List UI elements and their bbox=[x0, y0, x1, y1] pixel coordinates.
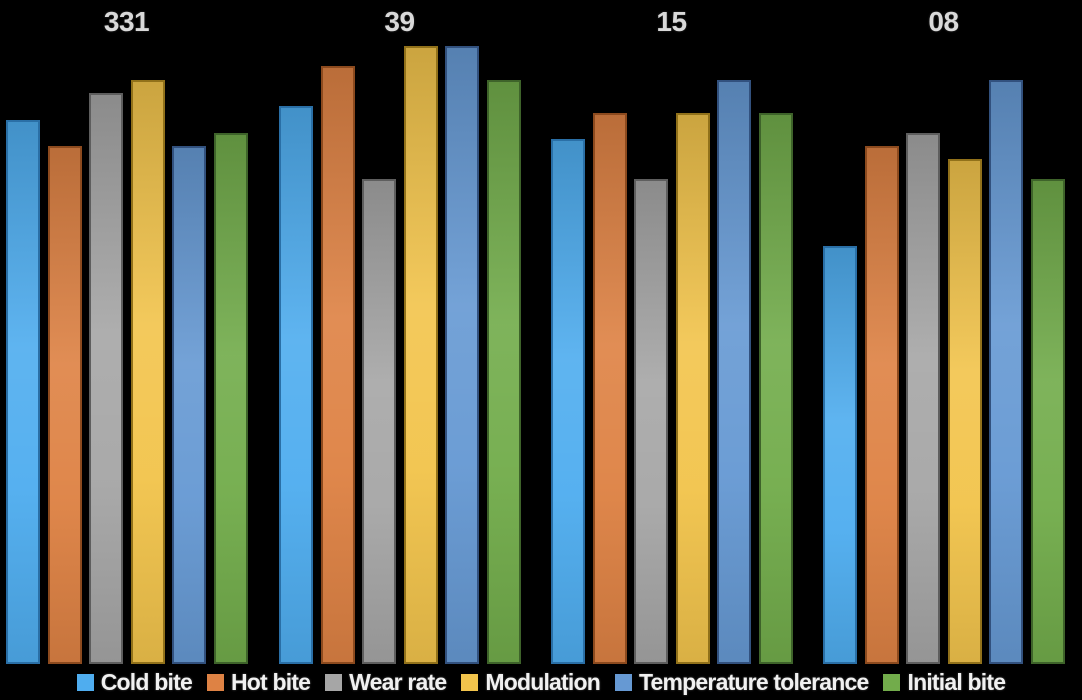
bar-initial-bite bbox=[214, 133, 248, 664]
legend-swatch-icon bbox=[76, 673, 94, 691]
legend-item-wear-rate: Wear rate bbox=[325, 668, 447, 696]
category-group: 39 bbox=[279, 0, 521, 664]
bar-temperature-tolerance bbox=[445, 46, 479, 664]
legend-label: Cold bite bbox=[100, 668, 193, 695]
bar-initial-bite bbox=[1031, 179, 1065, 664]
bar-modulation bbox=[131, 80, 165, 664]
legend-label: Initial bite bbox=[907, 668, 1006, 695]
legend-swatch-icon bbox=[325, 673, 343, 691]
category-group: 15 bbox=[551, 0, 793, 664]
bar-hot-bite bbox=[321, 66, 355, 664]
legend-item-cold-bite: Cold bite bbox=[76, 668, 193, 696]
bar-modulation bbox=[404, 46, 438, 664]
legend-item-hot-bite: Hot bite bbox=[206, 668, 311, 696]
bar-wear-rate bbox=[634, 179, 668, 664]
bar-wear-rate bbox=[362, 179, 396, 664]
bar-cold-bite bbox=[823, 246, 857, 664]
legend-label: Hot bite bbox=[230, 668, 311, 695]
legend: Cold bite Hot bite Wear rate Modulation Temp… bbox=[0, 666, 1082, 698]
category-label: 39 bbox=[384, 6, 415, 37]
legend-swatch-icon bbox=[615, 673, 632, 691]
category-group: 08 bbox=[823, 0, 1065, 664]
category-label: 15 bbox=[656, 6, 687, 37]
plot-area: 331 39 15 08 bbox=[6, 0, 1065, 664]
bar-cold-bite bbox=[279, 106, 313, 664]
bar-hot-bite bbox=[48, 146, 82, 664]
bar-cold-bite bbox=[6, 120, 40, 664]
legend-swatch-icon bbox=[206, 673, 224, 691]
bar-wear-rate bbox=[89, 93, 123, 664]
bar-hot-bite bbox=[865, 146, 899, 664]
bar-hot-bite bbox=[593, 113, 627, 664]
legend-label: Temperature tolerance bbox=[639, 668, 869, 695]
legend-label: Wear rate bbox=[349, 668, 447, 695]
legend-swatch-icon bbox=[461, 673, 479, 691]
legend-item-initial-bite: Initial bite bbox=[883, 668, 1006, 696]
legend-item-modulation: Modulation bbox=[461, 668, 601, 696]
bar-temperature-tolerance bbox=[172, 146, 206, 664]
legend-item-temperature-tolerance: Temperature tolerance bbox=[615, 668, 869, 696]
bar-temperature-tolerance bbox=[717, 80, 751, 664]
bar-wear-rate bbox=[906, 133, 940, 664]
bar-initial-bite bbox=[487, 80, 521, 664]
bar-initial-bite bbox=[759, 113, 793, 664]
category-label: 331 bbox=[103, 6, 150, 37]
bar-modulation bbox=[948, 159, 982, 664]
bar-cold-bite bbox=[551, 139, 585, 664]
category-label: 08 bbox=[928, 6, 959, 37]
bar-temperature-tolerance bbox=[989, 80, 1023, 664]
category-group: 331 bbox=[6, 0, 248, 664]
legend-swatch-icon bbox=[883, 673, 901, 691]
legend-label: Modulation bbox=[485, 668, 600, 695]
bar-modulation bbox=[676, 113, 710, 664]
